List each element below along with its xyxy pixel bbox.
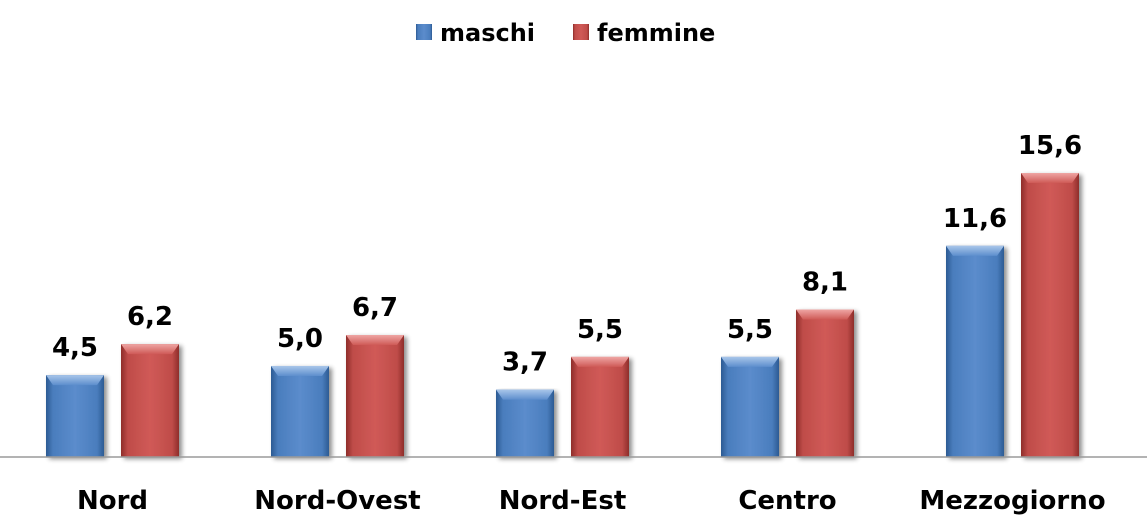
bar-bevel [271, 365, 329, 376]
bar-nord-ovest-maschi [271, 365, 329, 457]
value-label-nord-ovest-femmine: 6,7 [352, 293, 398, 323]
bar-body [946, 245, 1004, 457]
bar-bevel [46, 375, 104, 386]
bar-body [1021, 173, 1079, 457]
bar-body [346, 335, 404, 457]
legend-item-maschi: maschi [416, 19, 535, 47]
legend-label-femmine: femmine [597, 19, 715, 47]
x-tick-label: Nord [77, 486, 148, 516]
bar-centro-femmine [796, 309, 854, 457]
x-tick-label: Nord-Est [499, 486, 627, 516]
bar-body [121, 344, 179, 457]
bar-body [571, 356, 629, 457]
bar-body [721, 356, 779, 457]
value-labels: 4,5 6,2 5,0 6,7 3,7 5,5 5,5 8,1 11,6 15,6 [52, 131, 1082, 378]
bar-bevel [346, 335, 404, 346]
value-label-mezzogiorno-maschi: 11,6 [943, 204, 1007, 234]
bar-body [796, 309, 854, 457]
legend-label-maschi: maschi [440, 19, 535, 47]
bar-body [46, 375, 104, 457]
value-label-mezzogiorno-femmine: 15,6 [1018, 131, 1082, 161]
bar-centro-maschi [721, 356, 779, 457]
value-label-centro-maschi: 5,5 [727, 315, 773, 345]
bar-nord-est-maschi [496, 389, 554, 457]
bar-nord-est-femmine [571, 356, 629, 457]
bar-bevel [796, 309, 854, 320]
value-label-nord-femmine: 6,2 [127, 302, 173, 332]
bar-bevel [121, 344, 179, 355]
value-label-nord-ovest-maschi: 5,0 [277, 324, 323, 354]
legend-item-femmine: femmine [573, 19, 715, 47]
bar-bevel [571, 356, 629, 367]
x-axis-tick-labels: Nord Nord-Ovest Nord-Est Centro Mezzogiorno [77, 486, 1106, 516]
value-label-nord-maschi: 4,5 [52, 333, 98, 363]
bar-bevel [721, 356, 779, 367]
bar-mezzogiorno-femmine [1021, 173, 1079, 457]
bar-mezzogiorno-maschi [946, 245, 1004, 457]
bar-bevel [496, 389, 554, 400]
legend-swatch-femmine [573, 24, 589, 40]
x-tick-label: Nord-Ovest [254, 486, 420, 516]
x-tick-label: Centro [738, 486, 836, 516]
legend: maschi femmine [416, 19, 715, 47]
bar-nord-ovest-femmine [346, 335, 404, 457]
bar-nord-femmine [121, 344, 179, 457]
value-label-nord-est-femmine: 5,5 [577, 315, 623, 345]
bar-bevel [946, 245, 1004, 256]
x-tick-label: Mezzogiorno [919, 486, 1105, 516]
bar-bevel [1021, 173, 1079, 183]
bar-nord-maschi [46, 375, 104, 457]
legend-swatch-maschi [416, 24, 432, 40]
value-label-centro-femmine: 8,1 [802, 268, 848, 298]
value-label-nord-est-maschi: 3,7 [502, 348, 548, 378]
bar-body [496, 389, 554, 457]
bars [46, 173, 1079, 457]
bar-body [271, 365, 329, 457]
